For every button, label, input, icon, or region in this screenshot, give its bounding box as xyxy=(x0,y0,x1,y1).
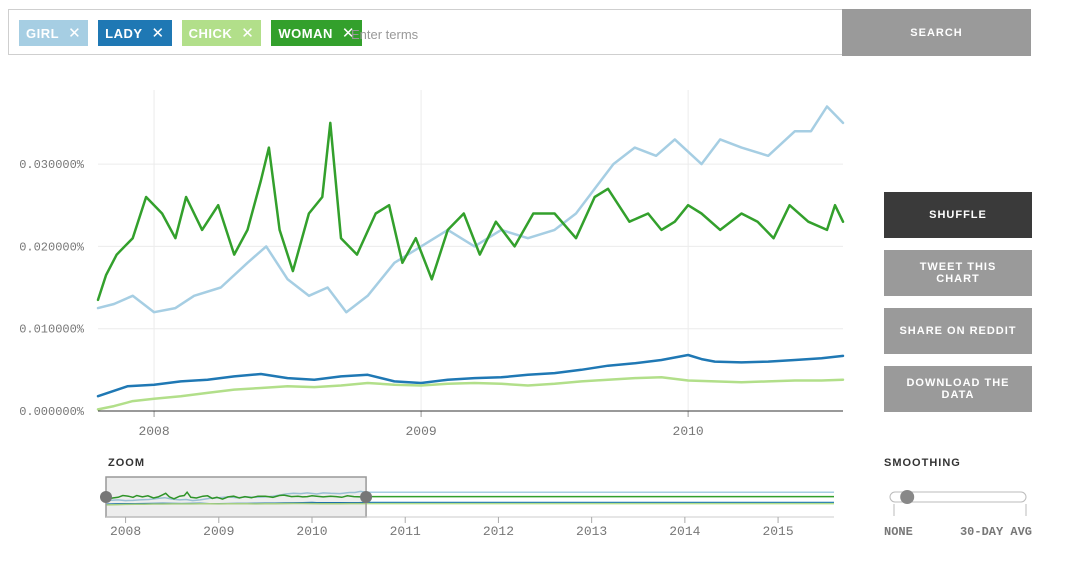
close-icon[interactable]: ✕ xyxy=(68,25,82,42)
zoom-selection-window[interactable] xyxy=(105,476,367,518)
zoom-year-label: 2012 xyxy=(483,524,514,539)
search-button[interactable]: SEARCH xyxy=(842,9,1031,56)
tag-label: GIRL xyxy=(26,25,60,41)
zoom-label: ZOOM xyxy=(108,457,145,469)
zoom-year-label: 2013 xyxy=(576,524,607,539)
zoom-year-label: 2011 xyxy=(390,524,421,539)
smoothing-slider[interactable]: NONE 30-DAY AVG xyxy=(880,482,1040,542)
tag-label: LADY xyxy=(105,25,143,41)
tag-label: WOMAN xyxy=(278,25,333,41)
series-line-chick xyxy=(96,376,845,411)
zoom-year-label: 2009 xyxy=(203,524,234,539)
zoom-handle-left[interactable] xyxy=(100,491,112,503)
smoothing-label: SMOOTHING xyxy=(884,457,961,469)
series-line-woman xyxy=(96,121,845,302)
term-tags: GIRL ✕ LADY ✕ CHICK ✕ WOMAN ✕ xyxy=(19,20,362,46)
share-reddit-button[interactable]: SHARE ON REDDIT xyxy=(884,308,1032,354)
tag-chick[interactable]: CHICK ✕ xyxy=(181,20,262,46)
main-chart: 0.000000% 0.010000% 0.020000% 0.030000% 200… xyxy=(19,90,845,439)
close-icon[interactable]: ✕ xyxy=(241,25,255,42)
tweet-chart-button[interactable]: TWEET THIS CHART xyxy=(884,250,1032,296)
download-data-button[interactable]: DOWNLOAD THE DATA xyxy=(884,366,1032,412)
y-tick-label: 0.010000% xyxy=(19,323,85,337)
shuffle-button[interactable]: SHUFFLE xyxy=(884,192,1032,238)
zoom-year-label: 2010 xyxy=(296,524,327,539)
slider-knob[interactable] xyxy=(900,490,915,504)
x-tick-label: 2008 xyxy=(138,424,169,439)
tag-lady[interactable]: LADY ✕ xyxy=(98,20,172,46)
search-input[interactable] xyxy=(349,20,823,48)
zoom-year-label: 2008 xyxy=(110,524,141,539)
x-tick-label: 2010 xyxy=(673,424,704,439)
smoothing-max-label: 30-DAY AVG xyxy=(960,525,1032,539)
y-tick-label: 0.020000% xyxy=(19,240,85,254)
close-icon[interactable]: ✕ xyxy=(151,25,165,42)
tag-label: CHICK xyxy=(188,25,233,41)
zoom-year-label: 2014 xyxy=(669,524,700,539)
zoom-series-line-woman xyxy=(105,490,834,501)
zoom-series-line-girl xyxy=(105,490,834,502)
zoom-navigator: 2008 2009 2010 2011 2012 2013 2014 2015 xyxy=(100,476,834,539)
x-tick-label: 2009 xyxy=(405,424,436,439)
y-tick-label: 0.000000% xyxy=(19,405,85,419)
slider-track[interactable] xyxy=(889,491,1027,503)
y-tick-label: 0.030000% xyxy=(19,158,85,172)
smoothing-min-label: NONE xyxy=(884,525,913,539)
search-bar: GIRL ✕ LADY ✕ CHICK ✕ WOMAN ✕ SEARCH xyxy=(8,9,1031,56)
tag-girl[interactable]: GIRL ✕ xyxy=(19,20,89,46)
series-line-lady xyxy=(96,353,845,398)
series-line-girl xyxy=(96,105,845,314)
zoom-year-label: 2015 xyxy=(762,524,793,539)
zoom-series-line-chick xyxy=(105,502,834,506)
zoom-handle-right[interactable] xyxy=(360,491,373,503)
